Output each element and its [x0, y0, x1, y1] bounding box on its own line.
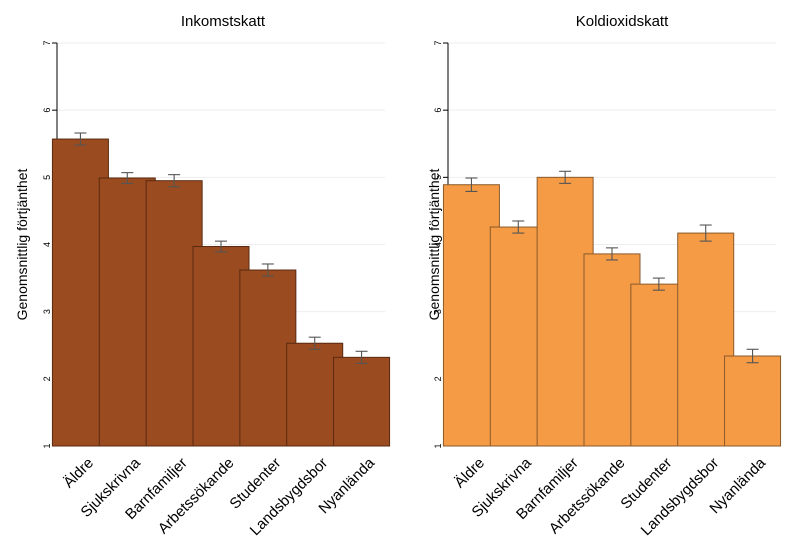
bar	[333, 356, 391, 447]
y-tick-label: 6	[42, 108, 52, 113]
x-tick-label: Äldre	[451, 455, 488, 492]
y-tick-label: 1	[42, 443, 52, 448]
y-tick-label: 4	[433, 242, 443, 247]
y-tick-label: 7	[433, 40, 443, 45]
y-tick-label: 6	[433, 108, 443, 113]
y-axis-label: Genomsnittlig förtjänthet	[426, 169, 442, 321]
y-tick-label: 5	[42, 175, 52, 180]
y-tick-label: 3	[433, 309, 443, 314]
y-tick-label: 2	[433, 376, 443, 381]
chart-title: Koldioxidskatt	[576, 13, 669, 30]
y-tick-label: 5	[433, 175, 443, 180]
y-tick-label: 2	[42, 376, 52, 381]
x-tick-label: Äldre	[60, 455, 97, 492]
y-axis-label: Genomsnittlig förtjänthet	[14, 169, 30, 321]
y-tick-label: 4	[42, 242, 52, 247]
chart-title: Inkomstskatt	[181, 13, 266, 30]
y-tick-label: 7	[42, 40, 52, 45]
bar	[724, 355, 782, 447]
y-tick-label: 1	[433, 443, 443, 448]
y-tick-label: 3	[42, 309, 52, 314]
